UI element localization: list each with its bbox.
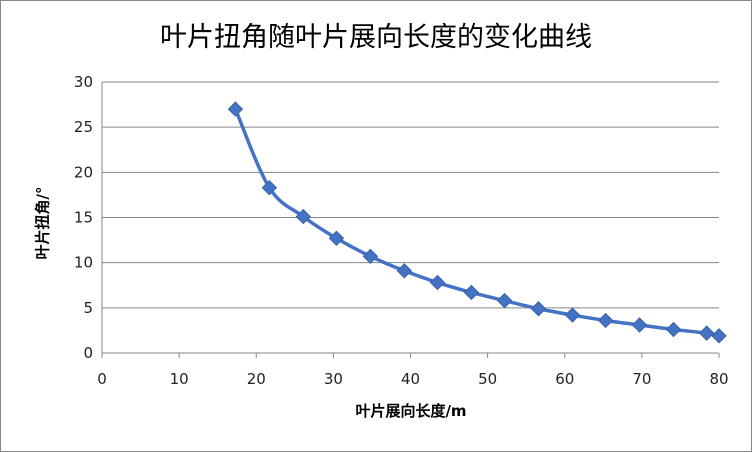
y-tick-label: 10 [74,254,93,272]
x-tick-label: 40 [401,370,420,388]
x-axis-label: 叶片展向长度/m [355,402,467,420]
data-point-marker [362,248,379,265]
y-tick-label: 15 [74,209,93,227]
y-tick-label: 20 [74,163,93,181]
data-point-marker [463,284,480,301]
chart-title: 叶片扭角随叶片展向长度的变化曲线 [160,22,592,53]
data-point-marker [711,328,727,344]
data-point-marker [698,325,715,341]
data-point-marker [261,179,278,196]
x-tick-label: 30 [324,370,343,388]
data-point-marker [564,307,581,323]
x-tick-label: 80 [709,370,728,388]
data-point-marker [597,312,614,329]
data-point-marker [631,317,648,333]
data-point-marker [429,274,446,291]
series-line [233,108,720,338]
y-tick-label: 5 [83,299,93,317]
x-tick-label: 70 [632,370,651,388]
y-tick-label: 30 [74,73,93,91]
data-point-marker [396,263,413,279]
x-tick-label: 0 [97,370,107,388]
y-tick-label: 0 [83,344,93,362]
x-tick-label: 10 [170,370,189,388]
data-point-marker [665,321,682,338]
data-point-marker [328,230,345,246]
data-point-marker [295,208,312,225]
x-tick-label: 60 [555,370,574,388]
y-tick-label: 25 [74,118,93,136]
x-tick-label: 50 [478,370,497,388]
data-point-marker [530,301,547,317]
data-point-marker [496,292,513,309]
data-point-marker [227,101,244,117]
x-tick-label: 20 [247,370,266,388]
